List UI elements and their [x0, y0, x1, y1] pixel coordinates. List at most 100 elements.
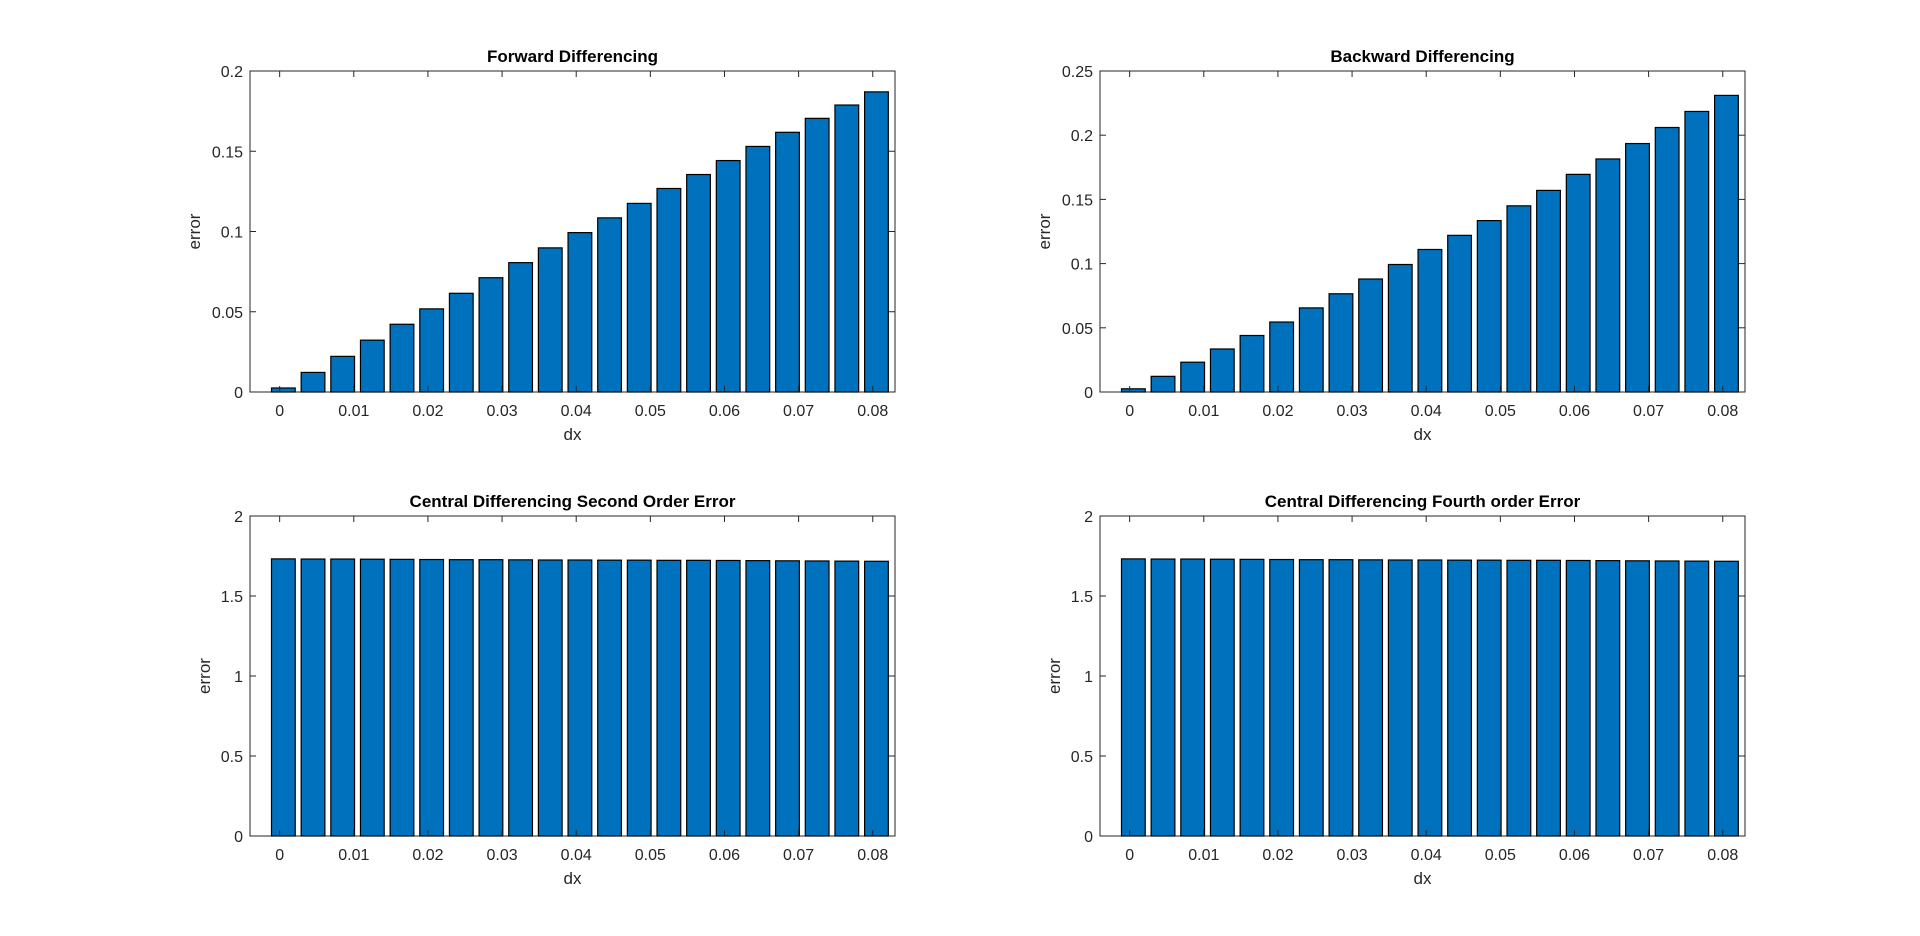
x-tick-label: 0.01: [1188, 403, 1219, 420]
y-tick-label: 2: [234, 509, 243, 526]
bar: [537, 559, 563, 837]
bar: [863, 560, 889, 837]
bar: [656, 559, 682, 837]
bar: [1565, 559, 1591, 837]
y-tick-label: 0.2: [221, 64, 243, 81]
bar: [478, 559, 504, 837]
chart-title: Central Differencing Fourth order Error: [1265, 492, 1581, 511]
bar: [1595, 560, 1621, 837]
bar: [1536, 189, 1561, 393]
bar: [1209, 558, 1235, 837]
y-tick-label: 0.5: [221, 749, 243, 766]
ticks: 0 0.01 0.02 0.03 0.04 0.05 0.06 0.07 0.08 0 0.5 1 1.…: [221, 509, 895, 864]
x-tick-label: 0.07: [1633, 403, 1664, 420]
subplot-central-fourth-order: 0 0.01 0.02 0.03 0.04 0.05 0.06 0.07 0.08 0 0.5 1 1.…: [1045, 492, 1746, 888]
x-tick-label: 0.04: [561, 847, 592, 864]
bars: [270, 558, 889, 837]
x-tick-label: 0.06: [709, 847, 740, 864]
x-tick-label: 0.07: [783, 403, 814, 420]
y-axis-label: error: [185, 213, 204, 249]
bar: [1328, 559, 1354, 837]
x-tick-label: 0.01: [1188, 847, 1219, 864]
bar: [597, 559, 623, 837]
x-axis-label: dx: [1414, 425, 1432, 444]
bar: [656, 187, 682, 393]
bar: [508, 262, 534, 393]
bar: [1417, 248, 1443, 393]
bar: [1684, 560, 1710, 837]
bar: [1713, 94, 1739, 393]
x-tick-label: 0.05: [1485, 403, 1516, 420]
bar: [804, 117, 830, 393]
bar: [775, 131, 800, 393]
x-tick-label: 0.03: [1336, 403, 1367, 420]
bar: [1387, 263, 1413, 393]
bar: [1387, 559, 1413, 837]
x-axis-label: dx: [564, 425, 582, 444]
y-tick-label: 0.15: [212, 144, 243, 161]
bar: [1239, 334, 1265, 393]
bar: [300, 558, 326, 837]
bar: [1506, 559, 1532, 837]
x-tick-label: 0.06: [709, 403, 740, 420]
x-tick-label: 0.06: [1559, 847, 1590, 864]
bar: [1209, 348, 1235, 393]
x-tick-label: 0.06: [1559, 403, 1590, 420]
y-tick-label: 0: [234, 829, 243, 846]
bar: [1536, 559, 1561, 837]
x-tick-label: 0.07: [783, 847, 814, 864]
bar: [478, 277, 504, 393]
bar: [863, 91, 889, 393]
bar: [389, 323, 415, 393]
chart-title: Central Differencing Second Order Error: [410, 492, 736, 511]
bar: [419, 558, 445, 837]
bar: [1476, 559, 1502, 837]
x-tick-label: 0.03: [486, 847, 517, 864]
x-tick-label: 0.04: [561, 403, 592, 420]
bar: [1358, 559, 1384, 837]
bar: [448, 292, 474, 393]
bar: [300, 371, 326, 393]
bar: [359, 339, 385, 393]
bars: [270, 91, 889, 393]
ticks: 0 0.01 0.02 0.03 0.04 0.05 0.06 0.07 0.08 0 0.5 1 1.…: [1071, 509, 1745, 864]
y-tick-label: 0: [1084, 385, 1093, 402]
bar: [508, 559, 534, 837]
bar: [1269, 558, 1295, 837]
bar: [1120, 388, 1146, 393]
bar: [775, 560, 800, 837]
bars: [1120, 558, 1739, 837]
x-tick-label: 0.03: [1336, 847, 1367, 864]
bars: [1120, 94, 1739, 393]
x-tick-label: 0.07: [1633, 847, 1664, 864]
x-tick-label: 0: [275, 403, 284, 420]
bar: [1625, 560, 1650, 837]
y-tick-label: 1.5: [1071, 589, 1093, 606]
x-tick-label: 0: [1125, 847, 1134, 864]
bar: [1447, 559, 1473, 837]
bar: [1654, 560, 1680, 837]
bar: [1506, 205, 1532, 393]
x-tick-label: 0.05: [635, 847, 666, 864]
bar: [1625, 142, 1650, 393]
bar: [1239, 558, 1265, 837]
bar: [1150, 558, 1176, 837]
bar: [567, 232, 593, 393]
bar: [1358, 278, 1384, 393]
x-tick-label: 0.03: [486, 403, 517, 420]
bar: [715, 159, 741, 393]
bar: [834, 104, 860, 393]
y-tick-label: 0.5: [1071, 749, 1093, 766]
y-tick-label: 1: [1084, 669, 1093, 686]
bar: [1328, 293, 1354, 393]
bar: [567, 559, 593, 837]
bar: [270, 558, 296, 837]
bar: [626, 202, 652, 393]
x-tick-label: 0.02: [412, 403, 443, 420]
bar: [1417, 559, 1443, 837]
x-tick-label: 0: [1125, 403, 1134, 420]
subplot-backward-differencing: 0 0.01 0.02 0.03 0.04 0.05 0.06 0.07 0.08 0 0.05 0.…: [1035, 47, 1746, 444]
y-tick-label: 0.25: [1062, 64, 1093, 81]
bar: [1476, 219, 1502, 393]
